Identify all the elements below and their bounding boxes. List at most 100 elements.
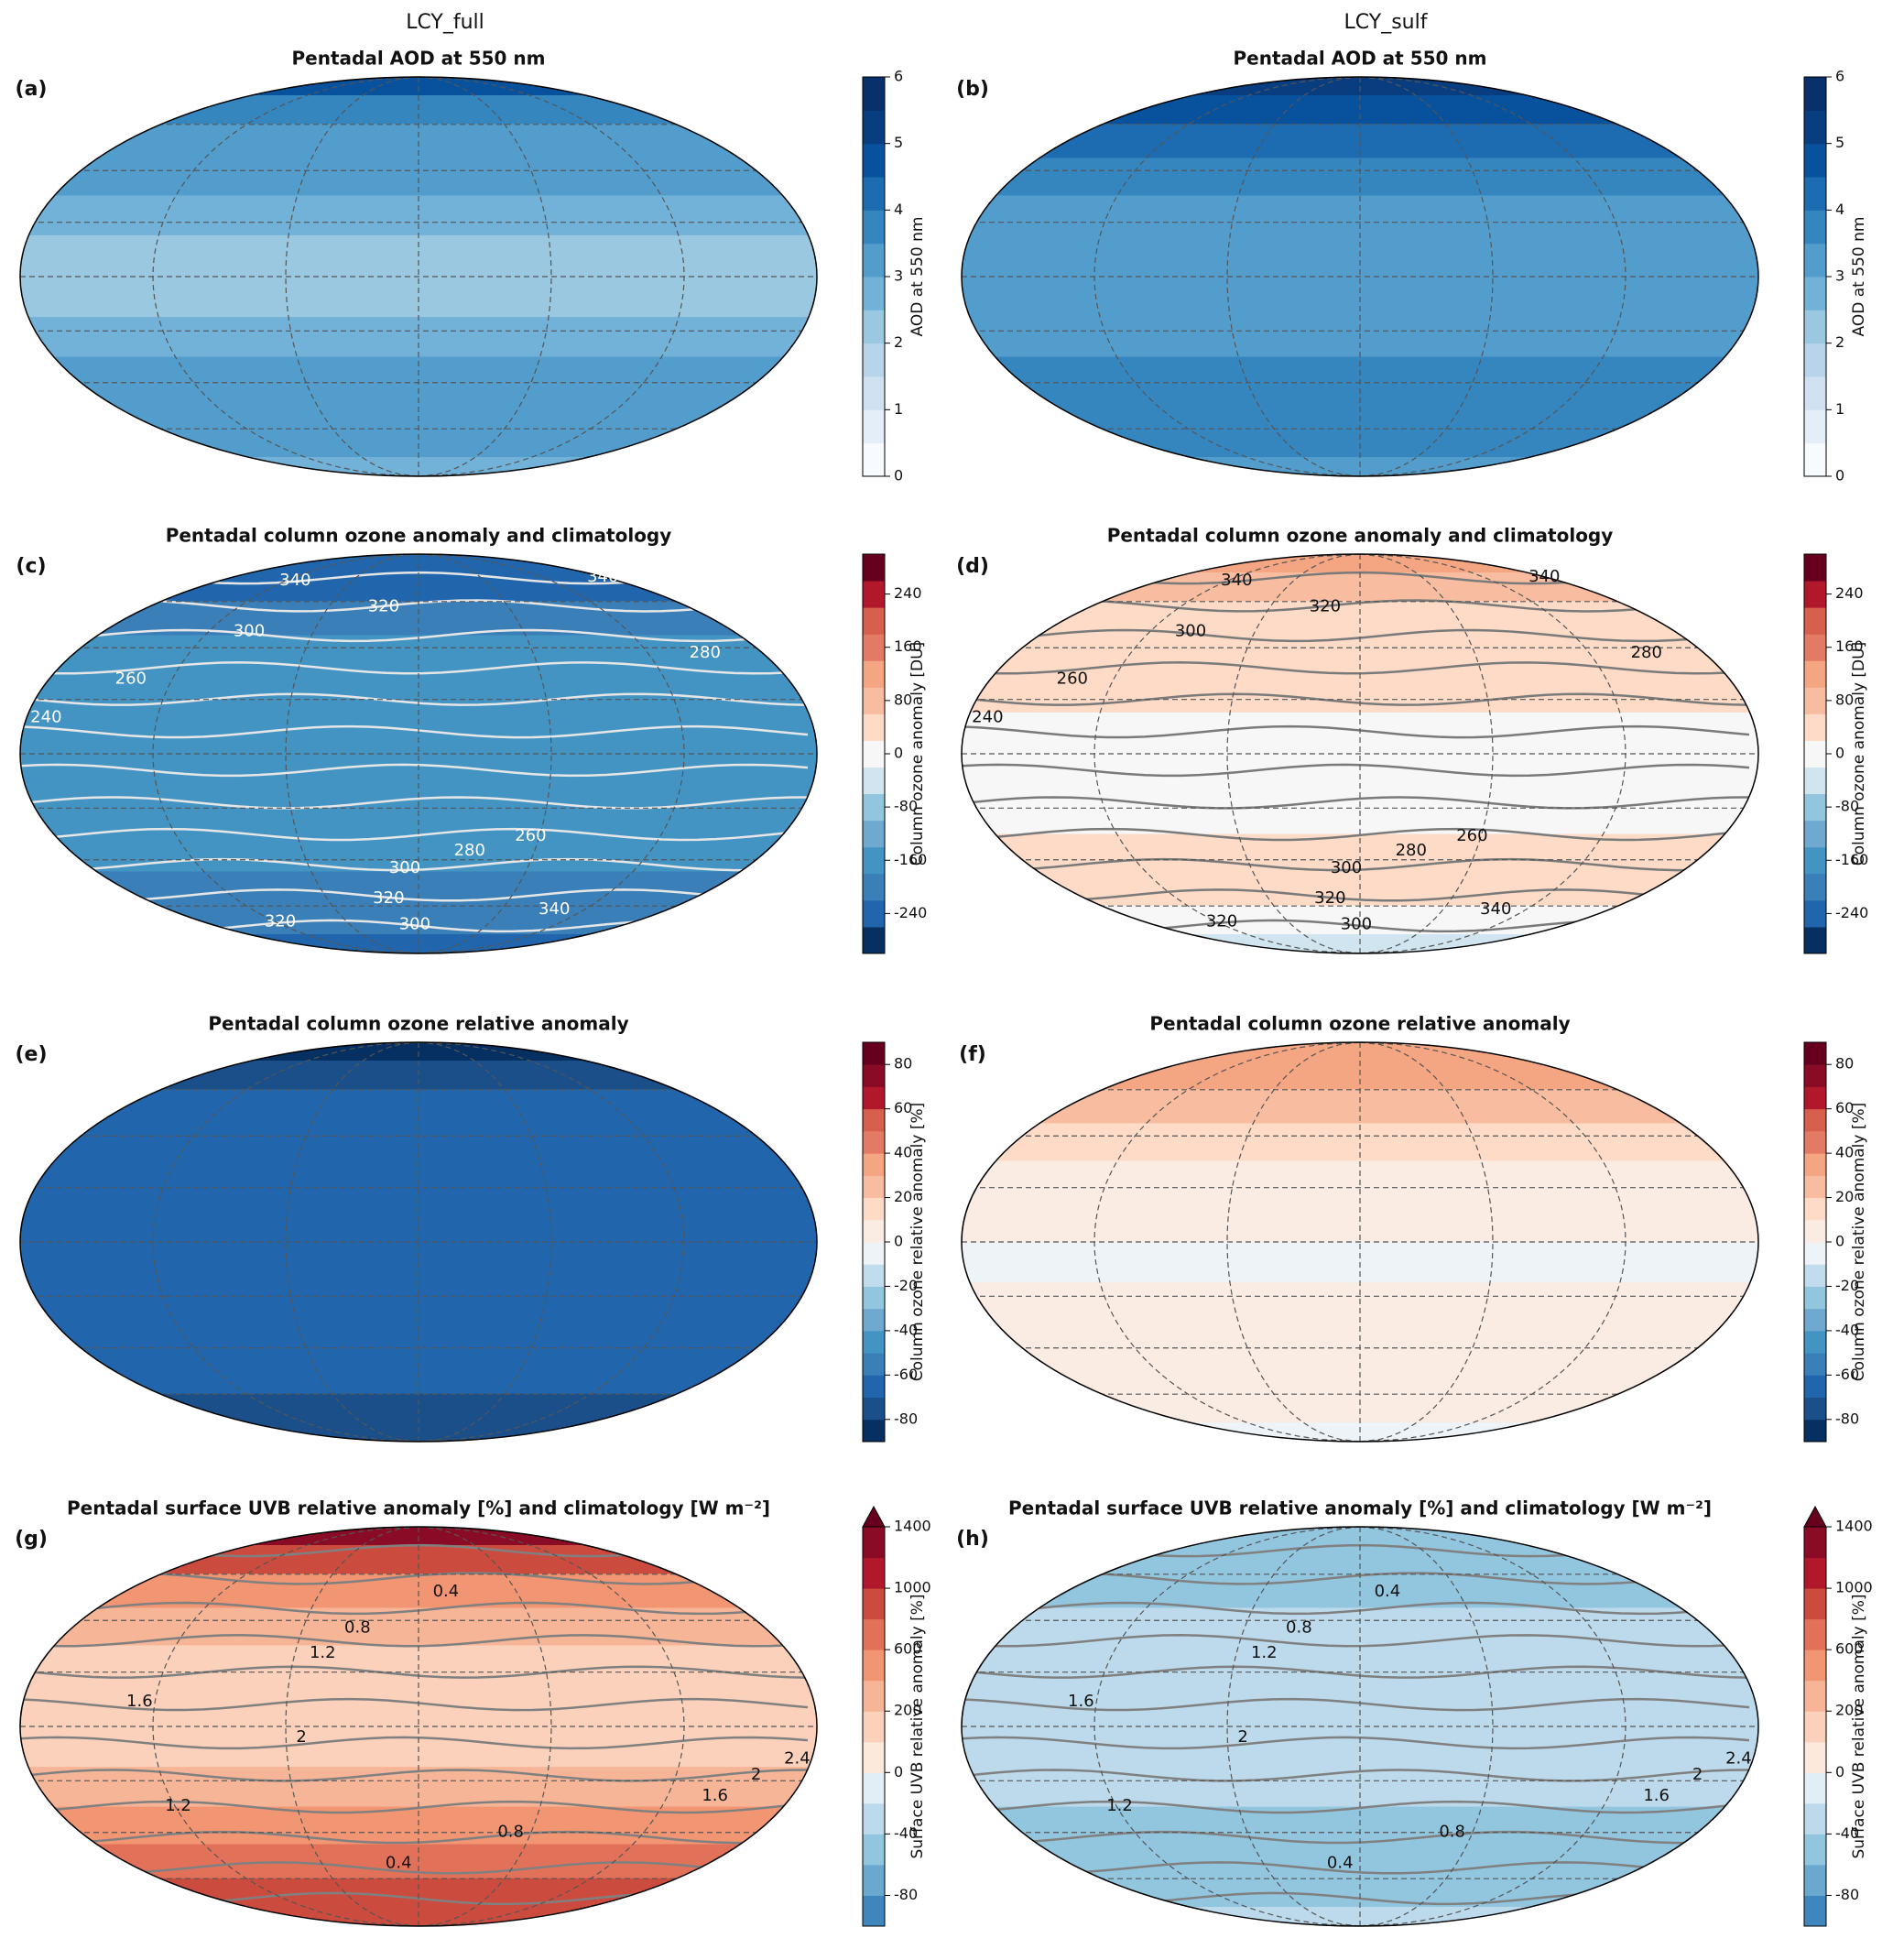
colorbar-tick-label: 1400 (1835, 1518, 1873, 1535)
meridian (1359, 554, 1494, 953)
meridian (1226, 1527, 1361, 1926)
meridian (1226, 1042, 1361, 1442)
map (962, 1042, 1758, 1442)
contour-line (20, 628, 809, 643)
map-border (961, 553, 1759, 954)
colorbar-tick-label: 5 (894, 134, 903, 151)
colorbar-segment (1804, 1527, 1826, 1559)
colorbar-segment (863, 740, 885, 768)
colorbar-segment (1804, 1772, 1826, 1804)
colorbar-segment (1804, 110, 1826, 145)
colorbar-segment (863, 1108, 885, 1132)
panel: Pentadal column ozone relative anomaly (f… (959, 1013, 1868, 1443)
colorbar-segment (1804, 1375, 1826, 1399)
colorbar-tick-label: 600 (894, 1640, 922, 1658)
colorbar-tick-label: 80 (894, 1055, 912, 1073)
colorbar-tick-label: 200 (1835, 1702, 1864, 1719)
contour-label: 1.2 (1251, 1643, 1278, 1662)
colorbar-segment (1804, 899, 1826, 928)
colorbar-segment (863, 793, 885, 822)
colorbar-label: Column ozone anomaly [DU] (908, 642, 927, 866)
meridian (418, 1527, 552, 1926)
map (962, 1527, 1758, 1926)
colorbar-segment (863, 1286, 885, 1310)
panel-label: (e) (15, 1043, 47, 1066)
contour-line (20, 857, 809, 872)
colorbar-segment (863, 1834, 885, 1866)
meridian (1359, 77, 1626, 476)
colorbar-tick-label: 3 (894, 267, 903, 285)
colorbar-segment (863, 376, 885, 410)
contour-line (962, 724, 1750, 739)
contour-label: 300 (389, 858, 420, 877)
contour-line (962, 628, 1750, 643)
meridian (418, 77, 685, 476)
contour-label: 260 (1456, 826, 1487, 845)
meridian (285, 1527, 419, 1926)
contour-line (20, 827, 809, 842)
contour-label: 300 (234, 622, 265, 641)
contour-line (20, 724, 809, 739)
contour-line (20, 888, 809, 902)
colorbar-tick-label: 240 (894, 584, 922, 602)
colorbar-tick-label: 0 (1835, 1763, 1844, 1780)
contour-label: 320 (1206, 912, 1237, 931)
colorbar-segment (863, 926, 885, 954)
colorbar-segment (863, 1175, 885, 1199)
contour-label: 2 (1692, 1765, 1703, 1784)
colorbar-segment (863, 1711, 885, 1743)
colorbar-tick-label: 600 (1835, 1640, 1864, 1658)
colorbar-segment (1804, 1064, 1826, 1087)
colorbar-tick-label: 60 (1835, 1099, 1854, 1116)
contour-line (20, 1830, 809, 1845)
panel-title: Pentadal AOD at 550 nm (1233, 48, 1486, 70)
meridian (418, 554, 552, 953)
meridian (152, 77, 419, 476)
contour-line (20, 661, 809, 675)
colorbar-segment (1804, 687, 1826, 714)
colorbar-segment (1804, 1330, 1826, 1354)
colorbar-tick-label: 60 (894, 1099, 912, 1116)
colorbar-segment (1804, 1219, 1826, 1243)
colorbar-segment (863, 1588, 885, 1620)
colorbar-segment (863, 1330, 885, 1354)
colorbar-segment (863, 687, 885, 714)
colorbar-segment (1804, 581, 1826, 608)
meridian (1226, 554, 1361, 953)
colorbar-segment (863, 1772, 885, 1804)
panel-title: Pentadal column ozone relative anomaly (1149, 1013, 1570, 1035)
colorbar-segment (1804, 1264, 1826, 1287)
contour-line (20, 1665, 809, 1679)
colorbar-segment (1804, 607, 1826, 635)
contour-line (20, 763, 809, 778)
colorbar-tick-label: -160 (894, 851, 927, 868)
contour-label: 0.4 (386, 1854, 412, 1873)
meridian (152, 1042, 419, 1442)
colorbar-segment (1804, 1864, 1826, 1896)
contour-label: 2 (751, 1765, 761, 1784)
colorbar-segment (1804, 1802, 1826, 1835)
contour-label: 0.8 (497, 1823, 524, 1842)
meridian (418, 1527, 685, 1926)
column-header: LCY_sulf (1344, 11, 1429, 34)
colorbar-segment (863, 243, 885, 278)
map-border (19, 1041, 818, 1443)
map-border (19, 1526, 818, 1927)
colorbar-segment (863, 660, 885, 688)
contour-label: 0.4 (1327, 1854, 1354, 1873)
contour-label: 320 (1310, 597, 1341, 616)
contour-label: 280 (690, 643, 721, 662)
colorbar-tick-label: -20 (894, 1277, 918, 1294)
colorbar-segment (1804, 1308, 1826, 1332)
colorbar-segment (1804, 926, 1826, 954)
meridian (1359, 1527, 1626, 1926)
colorbar-segment (863, 607, 885, 635)
contour-line (20, 1736, 809, 1750)
contour-line (20, 1800, 809, 1814)
contour-label: 340 (279, 571, 310, 590)
colorbar-tick-label: 80 (1835, 1055, 1854, 1073)
meridian (152, 554, 419, 953)
colorbar-tick-label: 6 (894, 68, 903, 85)
meridian (1093, 77, 1361, 476)
colorbar-tick-label: 6 (1835, 68, 1844, 85)
